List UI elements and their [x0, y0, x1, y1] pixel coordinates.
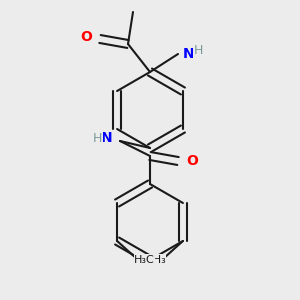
- Text: N: N: [183, 47, 195, 61]
- Text: O: O: [186, 154, 198, 168]
- Text: N: N: [100, 131, 112, 145]
- Text: H: H: [194, 44, 203, 58]
- Text: H: H: [93, 131, 102, 145]
- Text: O: O: [80, 30, 92, 44]
- Text: H₃C: H₃C: [134, 255, 155, 265]
- Text: CH₃: CH₃: [145, 255, 166, 265]
